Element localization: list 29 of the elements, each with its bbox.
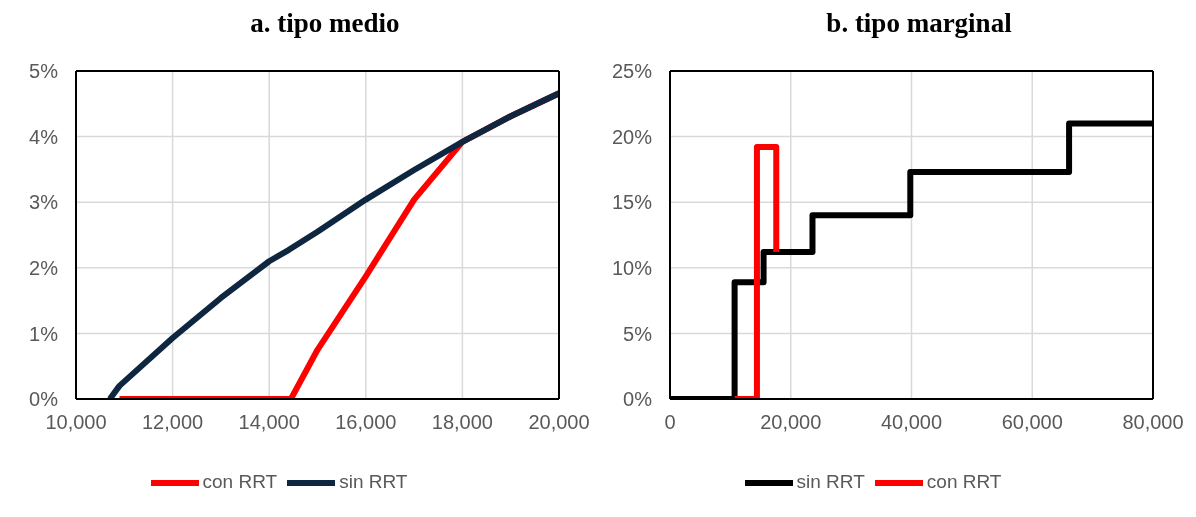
x-tick-label: 0	[664, 411, 676, 434]
x-tick-label: 14,000	[238, 411, 300, 434]
y-tick-label: 15%	[611, 191, 653, 214]
x-tick-label: 12,000	[142, 411, 204, 434]
x-tick-label: 40,000	[880, 411, 943, 434]
y-tick-label: 4%	[29, 125, 59, 148]
chart-title: a. tipo medio	[249, 8, 401, 40]
x-tick-label: 80,000	[1122, 411, 1184, 434]
legend-label: sin RRT	[796, 471, 865, 493]
x-tick-label: 20,000	[528, 411, 590, 434]
chart-title: b. tipo marginal	[825, 8, 1013, 40]
legend-label: sin RRT	[339, 471, 408, 493]
x-tick-label: 20,000	[760, 411, 822, 434]
y-tick-label: 25%	[611, 60, 653, 83]
y-tick-label: 10%	[611, 256, 653, 279]
y-tick-label: 0%	[29, 388, 59, 411]
x-tick-label: 10,000	[45, 411, 107, 434]
y-tick-label: 20%	[611, 125, 653, 148]
y-tick-label: 3%	[29, 191, 59, 214]
y-tick-label: 5%	[29, 60, 59, 83]
x-tick-label: 60,000	[1001, 411, 1063, 434]
legend-label: con RRT	[926, 471, 1002, 493]
x-tick-label: 18,000	[431, 411, 493, 434]
y-tick-label: 0%	[623, 388, 653, 411]
y-tick-label: 2%	[29, 256, 59, 279]
x-tick-label: 16,000	[335, 411, 397, 434]
legend-label: con RRT	[202, 471, 278, 493]
y-tick-label: 5%	[623, 322, 653, 345]
y-tick-label: 1%	[29, 322, 59, 345]
